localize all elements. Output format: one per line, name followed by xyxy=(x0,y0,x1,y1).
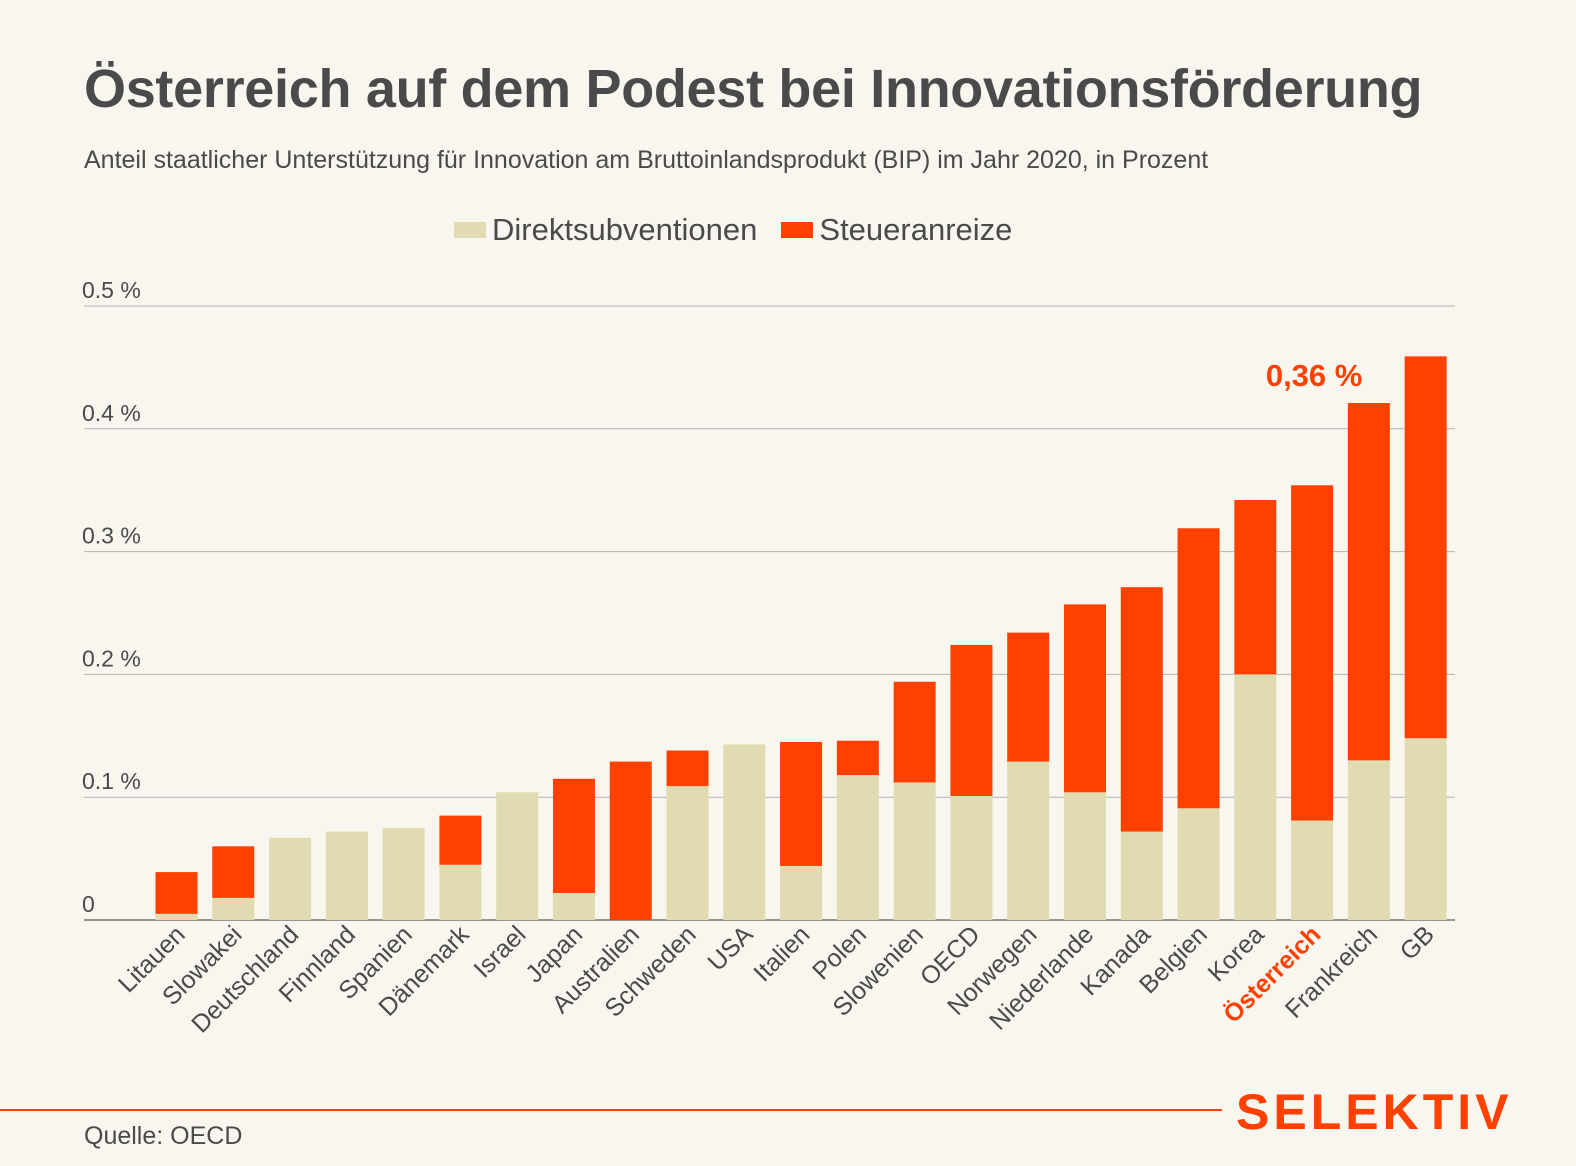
bar-direct xyxy=(666,786,709,920)
bar-tax xyxy=(609,761,652,920)
bar-direct xyxy=(1007,761,1050,920)
legend-item-direct: Direktsubventionen xyxy=(454,212,757,248)
bar-direct xyxy=(439,864,482,920)
bar-chart: 00.1 %0.2 %0.3 %0.4 %0.5 %LitauenSlowake… xyxy=(82,277,1455,1039)
y-tick-label: 0.3 % xyxy=(82,523,141,549)
bar-direct xyxy=(1347,760,1390,920)
legend-item-tax: Steueranreize xyxy=(781,212,1012,248)
bar-tax xyxy=(155,872,198,914)
y-tick-label: 0.4 % xyxy=(82,400,141,426)
bar-tax xyxy=(1234,500,1277,675)
data-label-annotation: 0,36 % xyxy=(1266,358,1363,393)
legend-swatch-tax xyxy=(781,222,814,238)
bar-direct xyxy=(382,827,425,920)
y-tick-label: 0 xyxy=(82,891,95,917)
y-tick-label: 0.1 % xyxy=(82,768,141,794)
bar-direct xyxy=(893,782,936,920)
bar-direct xyxy=(325,831,368,920)
bar-tax xyxy=(212,846,255,898)
x-tick-label: GB xyxy=(1395,920,1440,965)
bar-tax xyxy=(552,778,595,893)
legend-label-direct: Direktsubventionen xyxy=(492,212,758,247)
bar-tax xyxy=(1404,356,1447,739)
bar-tax xyxy=(1291,485,1334,821)
bar-direct xyxy=(950,795,993,920)
bar-direct xyxy=(155,913,198,920)
x-tick-label: Italien xyxy=(748,920,815,987)
bar-direct xyxy=(212,897,255,920)
bar-tax xyxy=(1120,587,1163,832)
y-tick-label: 0.2 % xyxy=(82,645,141,671)
bar-direct xyxy=(552,892,595,920)
bar-tax xyxy=(1177,528,1220,809)
legend-label-tax: Steueranreize xyxy=(819,212,1013,247)
bar-tax xyxy=(780,741,823,866)
bar-direct xyxy=(723,744,766,920)
chart-subtitle: Anteil staatlicher Unterstützung für Inn… xyxy=(84,146,1209,174)
brand-logo: SELEKTIV xyxy=(1236,1084,1513,1140)
bar-tax xyxy=(950,644,993,796)
bar-direct xyxy=(1234,674,1277,920)
bar-direct xyxy=(836,775,879,920)
x-tick-label: Israel xyxy=(468,920,531,983)
legend: Direktsubventionen Steueranreize xyxy=(454,212,1036,248)
bar-tax xyxy=(836,740,879,776)
bar-direct xyxy=(1120,831,1163,920)
legend-swatch-direct xyxy=(454,222,486,238)
bar-tax xyxy=(439,815,482,865)
y-tick-label: 0.5 % xyxy=(82,277,141,303)
bar-direct xyxy=(1177,808,1220,920)
bar-tax xyxy=(666,750,709,787)
bar-tax xyxy=(1347,403,1390,761)
footer-divider xyxy=(0,1109,1222,1111)
bar-direct xyxy=(1291,820,1334,920)
chart-title: Österreich auf dem Podest bei Innovation… xyxy=(84,59,1423,119)
bar-direct xyxy=(496,792,539,920)
bar-tax xyxy=(1007,632,1050,762)
bar-direct xyxy=(1404,738,1447,920)
bar-direct xyxy=(1063,792,1106,920)
bar-direct xyxy=(269,837,312,920)
bar-direct xyxy=(780,865,823,920)
bar-tax xyxy=(893,681,936,783)
bar-tax xyxy=(1063,604,1106,793)
source-note: Quelle: OECD xyxy=(84,1122,243,1150)
